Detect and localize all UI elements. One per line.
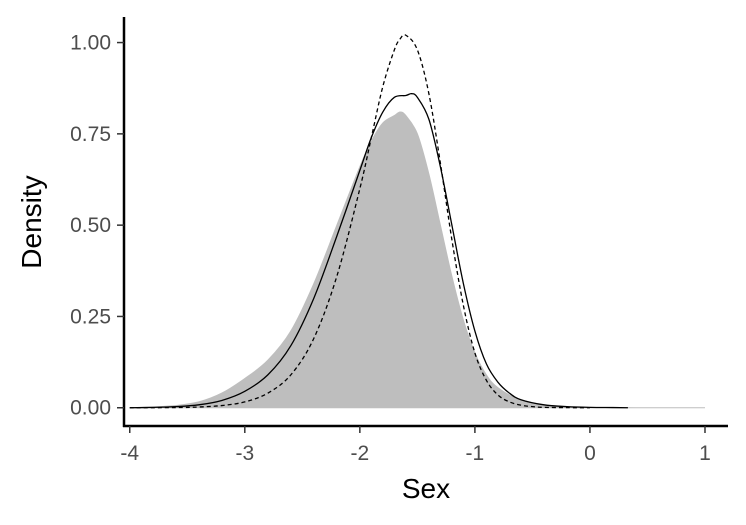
y-tick-label: 1.00 — [70, 32, 111, 55]
x-axis-ticks: -4 -3 -2 -1 0 1 — [120, 426, 711, 465]
x-tick-label: -3 — [235, 442, 254, 465]
y-tick-label: 0.25 — [70, 305, 111, 328]
x-axis-title: Sex — [402, 473, 450, 504]
x-tick-label: 0 — [584, 442, 596, 465]
series-layer — [129, 34, 705, 409]
x-tick-label: -1 — [466, 442, 485, 465]
density-series-dashed-2 — [129, 34, 590, 409]
y-axis-title: Density — [16, 175, 47, 268]
x-tick-label: 1 — [699, 442, 711, 465]
y-tick-label: 0.00 — [70, 397, 111, 420]
x-tick-label: -2 — [351, 442, 370, 465]
y-tick-label: 0.50 — [70, 214, 111, 237]
x-tick-label: -4 — [120, 442, 139, 465]
y-tick-label: 0.75 — [70, 123, 111, 146]
y-axis-ticks: 0.00 0.25 0.50 0.75 1.00 — [70, 32, 124, 420]
density-series-solid-1 — [129, 93, 628, 409]
density-series-filled-0 — [129, 111, 705, 409]
